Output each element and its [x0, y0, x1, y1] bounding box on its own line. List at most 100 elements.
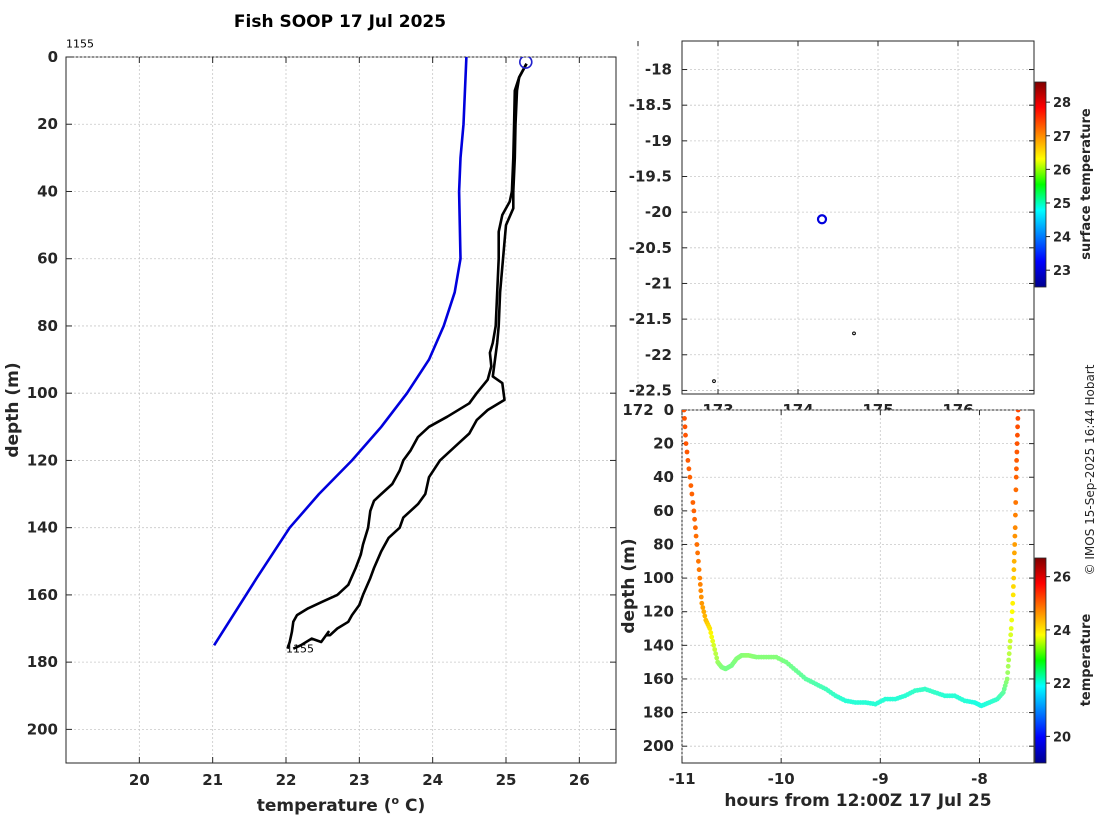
- profile-y-tick-label: 60: [37, 250, 58, 268]
- profile-y-tick-label: 40: [37, 182, 58, 200]
- section-track-point: [1009, 609, 1015, 615]
- section-track-point: [1010, 600, 1016, 606]
- section-track-point: [1015, 410, 1021, 413]
- section-y-tick-label: 80: [653, 535, 674, 553]
- section-track-point: [688, 483, 694, 488]
- profile-annotation: 1155: [66, 38, 94, 51]
- profile-x-tick-label: 26: [569, 771, 590, 789]
- section-track-point: [1012, 542, 1018, 547]
- section-track-point: [709, 634, 715, 640]
- section-track-point: [698, 594, 704, 600]
- section-x-axis-label: hours from 12:00Z 17 Jul 25: [724, 791, 991, 811]
- map-colorbar-label: surface temperature: [1079, 108, 1094, 260]
- section-y-tick-label: 160: [643, 670, 674, 688]
- map-track-point: [712, 379, 716, 384]
- profile-y-tick-label: 100: [27, 384, 58, 402]
- section-track-point: [1005, 670, 1011, 675]
- section-axes-box: [681, 409, 1035, 764]
- section-track-point: [683, 441, 689, 446]
- profile-x-axis-label: temperature (o C): [257, 794, 426, 816]
- section-grid: [681, 409, 1034, 763]
- profile-axes-box: [65, 56, 617, 764]
- section-track-point: [682, 416, 687, 421]
- section-track-point: [1005, 663, 1011, 669]
- section-track-point: [683, 432, 688, 438]
- section-y-axis-label: depth (m): [619, 538, 639, 633]
- section-track-point: [707, 626, 713, 631]
- profile-annotation: 1155: [286, 643, 314, 656]
- section-track-point: [1004, 676, 1010, 682]
- section-colorbar-tick-label: 24: [1053, 624, 1071, 639]
- section-track-point: [686, 466, 692, 472]
- profile-y-axis-label: depth (m): [3, 362, 23, 457]
- section-track-point: [684, 449, 690, 455]
- section-x-tick-label: -9: [872, 770, 889, 788]
- section-track-point: [694, 542, 700, 547]
- section-y-tick-label: 120: [643, 603, 674, 621]
- profile-x-tick-label: 22: [276, 771, 297, 789]
- section-y-tick-label: 40: [653, 468, 674, 486]
- profile-x-label-degree: o: [392, 794, 400, 807]
- profile-x-label-part: C): [399, 796, 425, 816]
- section-track-point: [697, 582, 703, 587]
- section-track-point: [710, 638, 716, 644]
- section-track-point: [692, 516, 697, 522]
- profile-y-tick-label: 120: [27, 451, 58, 469]
- map-colorbar-tick-label: 24: [1053, 231, 1071, 246]
- profile-grid: [66, 56, 616, 763]
- map-y-tick-label: -19.5: [629, 167, 672, 185]
- section-track-point: [696, 567, 702, 573]
- map-colorbar-ticks: 23 24 25 26 27 28: [1046, 96, 1071, 279]
- map-colorbar-tick-label: 27: [1053, 130, 1071, 145]
- map-colorbar-tick-label: 28: [1053, 96, 1071, 111]
- section-track-point: [712, 647, 718, 652]
- section-track-point: [1011, 575, 1017, 581]
- section-track-point: [1008, 626, 1014, 631]
- section-track-point: [714, 655, 720, 661]
- map-grid: [637, 41, 1034, 394]
- section-track-point: [685, 458, 691, 463]
- section-track-point: [693, 525, 698, 531]
- profile-y-tick-label: 20: [37, 115, 58, 133]
- section-track-point: [1014, 458, 1019, 463]
- map-colorbar-tick-label: 26: [1053, 163, 1071, 178]
- section-x-tick-label: -8: [971, 770, 988, 788]
- figure-title: Fish SOOP 17 Jul 2025: [234, 12, 446, 32]
- profile-y-tick-label: 140: [27, 519, 58, 537]
- profile-y-tick-label: 180: [27, 653, 58, 671]
- section-track-point: [1012, 525, 1018, 531]
- section-x-tick-label: -10: [768, 770, 795, 788]
- profile-x-tick-label: 20: [129, 771, 150, 789]
- section-track-point: [1007, 638, 1013, 644]
- map-current-position-marker: [816, 214, 828, 225]
- profile-series-line-2: [292, 63, 528, 650]
- section-track-point: [1010, 592, 1016, 598]
- section-y-tick-label: 140: [643, 636, 674, 654]
- section-track-point: [693, 533, 699, 539]
- map-y-tick-label: -18: [645, 61, 672, 79]
- section-track-point: [1012, 533, 1018, 539]
- profile-series: [213, 57, 533, 650]
- section-track-point: [696, 558, 701, 564]
- profile-x-tick-label: 21: [202, 771, 223, 789]
- section-track-point: [1013, 474, 1019, 480]
- map-axes-box: [681, 40, 1035, 395]
- section-track-point: [691, 508, 697, 514]
- section-track-point: [713, 651, 719, 657]
- section-track-point: [711, 642, 717, 648]
- profile-y-tick-label: 200: [27, 720, 58, 738]
- profile-y-tick-label: 160: [27, 586, 58, 604]
- section-track-point: [695, 550, 700, 556]
- section-track-point: [701, 609, 707, 615]
- section-x-tick-label: -11: [668, 770, 695, 788]
- section-y-tick-label: 20: [653, 435, 674, 453]
- map-points: [712, 214, 856, 384]
- section-y-tick-label: 0: [664, 401, 674, 419]
- map-y-tick-label: -20: [645, 203, 672, 221]
- credit-text: © IMOS 15-Sep-2025 16:44 Hobart: [1083, 364, 1097, 575]
- section-track-point: [702, 613, 708, 619]
- section-track-point: [1014, 441, 1020, 446]
- section-y-tick-label: 180: [643, 704, 674, 722]
- map-y-tick-label: -22: [645, 346, 672, 364]
- map-y-tick-label: -18.5: [629, 96, 672, 114]
